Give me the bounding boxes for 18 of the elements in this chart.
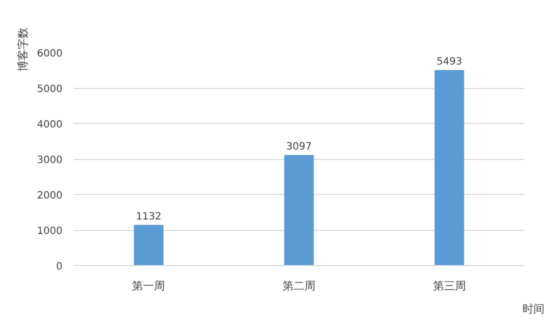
x-tick-label: 第一周 xyxy=(132,280,166,292)
bar xyxy=(434,70,464,266)
y-tick-label: 4000 xyxy=(37,120,63,130)
bar xyxy=(284,155,314,266)
x-tick-label: 第三周 xyxy=(432,280,466,292)
y-tick-label: 1000 xyxy=(37,226,63,237)
y-tick-label: 5000 xyxy=(37,84,63,95)
x-axis-title: 时间 xyxy=(522,302,544,316)
y-tick-label: 0 xyxy=(56,262,63,272)
data-label: 1132 xyxy=(136,211,162,222)
y-tick-label: 3000 xyxy=(37,155,63,166)
x-tick-label: 第二周 xyxy=(282,280,316,292)
y-axis-title: 博客字数 xyxy=(16,28,30,72)
y-tick-label: 2000 xyxy=(37,190,63,202)
data-label: 5493 xyxy=(436,56,462,68)
data-label: 3097 xyxy=(286,142,312,153)
y-tick-label: 6000 xyxy=(37,48,63,60)
bar xyxy=(134,224,164,266)
